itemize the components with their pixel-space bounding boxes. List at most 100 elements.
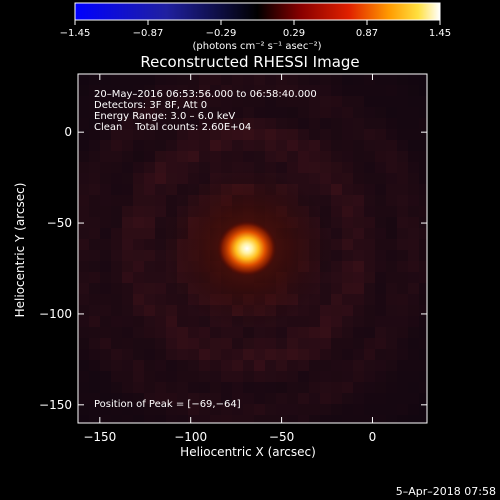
heatmap-cell	[111, 96, 122, 107]
heatmap-cell	[342, 162, 353, 173]
heatmap-cell	[133, 206, 144, 217]
heatmap-cell	[364, 294, 375, 305]
heatmap-cell	[320, 327, 331, 338]
heatmap-image	[78, 74, 427, 423]
heatmap-cell	[89, 206, 100, 217]
heatmap-cell	[199, 118, 210, 129]
heatmap-cell	[89, 338, 100, 349]
heatmap-cell	[78, 173, 89, 184]
heatmap-cell	[287, 349, 298, 360]
heatmap-cell	[122, 228, 133, 239]
heatmap-cell	[364, 140, 375, 151]
heatmap-cell	[188, 327, 199, 338]
heatmap-cell	[210, 415, 221, 423]
heatmap-cell	[309, 118, 320, 129]
heatmap-cell	[89, 107, 100, 118]
heatmap-cell	[408, 349, 419, 360]
heatmap-cell	[78, 316, 89, 327]
heatmap-cell	[419, 316, 427, 327]
heatmap-cell	[320, 107, 331, 118]
heatmap-cell	[78, 272, 89, 283]
heatmap-cell	[287, 338, 298, 349]
heatmap-cell	[199, 107, 210, 118]
heatmap-cell	[364, 360, 375, 371]
heatmap-cell	[89, 349, 100, 360]
heatmap-cell	[331, 349, 342, 360]
heatmap-cell	[89, 404, 100, 415]
heatmap-cell	[419, 151, 427, 162]
heatmap-cell	[122, 327, 133, 338]
chart-title: Reconstructed RHESSI Image	[140, 53, 359, 71]
heatmap-cell	[309, 107, 320, 118]
heatmap-cell	[298, 129, 309, 140]
heatmap-cell	[100, 74, 111, 85]
heatmap-cell	[397, 349, 408, 360]
heatmap-cell	[111, 74, 122, 85]
heatmap-cell	[353, 96, 364, 107]
heatmap-cell	[243, 393, 254, 404]
heatmap-cell	[111, 250, 122, 261]
heatmap-cell	[364, 184, 375, 195]
heatmap-cell	[210, 393, 221, 404]
heatmap-cell	[265, 382, 276, 393]
heatmap-cell	[408, 261, 419, 272]
heatmap-cell	[397, 74, 408, 85]
heatmap-cell	[276, 360, 287, 371]
heatmap-cell	[210, 404, 221, 415]
heatmap-cell	[386, 217, 397, 228]
x-axis-label: Heliocentric X (arcsec)	[180, 445, 316, 459]
heatmap-cell	[298, 316, 309, 327]
heatmap-cell	[298, 305, 309, 316]
heatmap-cell	[78, 151, 89, 162]
heatmap-cell	[320, 404, 331, 415]
heatmap-cell	[199, 371, 210, 382]
heatmap-cell	[144, 217, 155, 228]
heatmap-cell	[210, 118, 221, 129]
heatmap-cell	[144, 327, 155, 338]
heatmap-cell	[353, 371, 364, 382]
heatmap-cell	[122, 85, 133, 96]
heatmap-cell	[364, 349, 375, 360]
heatmap-cell	[100, 129, 111, 140]
heatmap-cell	[111, 195, 122, 206]
heatmap-cell	[100, 151, 111, 162]
heatmap-cell	[122, 206, 133, 217]
x-tick-label: −100	[174, 430, 207, 444]
heatmap-cell	[397, 173, 408, 184]
heatmap-cell	[375, 162, 386, 173]
heatmap-cell	[210, 371, 221, 382]
heatmap-cell	[397, 96, 408, 107]
heatmap-cell	[353, 162, 364, 173]
heatmap-cell	[122, 217, 133, 228]
heatmap-cell	[265, 74, 276, 85]
heatmap-cell	[364, 338, 375, 349]
heatmap-cell	[375, 272, 386, 283]
heatmap-cell	[298, 360, 309, 371]
heatmap-cell	[397, 415, 408, 423]
heatmap-cell	[78, 294, 89, 305]
heatmap-cell	[122, 162, 133, 173]
heatmap-cell	[397, 228, 408, 239]
heatmap-cell	[166, 349, 177, 360]
heatmap-cell	[331, 107, 342, 118]
heatmap-cell	[122, 118, 133, 129]
heatmap-cell	[166, 393, 177, 404]
heatmap-cell	[298, 371, 309, 382]
heatmap-cell	[265, 85, 276, 96]
heatmap-cell	[155, 74, 166, 85]
heatmap-cell	[287, 85, 298, 96]
heatmap-cell	[353, 195, 364, 206]
heatmap-cell	[177, 415, 188, 423]
heatmap-cell	[364, 283, 375, 294]
heatmap-cell	[320, 360, 331, 371]
heatmap-cell	[111, 228, 122, 239]
heatmap-cell	[364, 316, 375, 327]
heatmap-cell	[342, 74, 353, 85]
heatmap-cell	[89, 140, 100, 151]
heatmap-cell	[122, 371, 133, 382]
heatmap-cell	[210, 327, 221, 338]
heatmap-cell	[342, 129, 353, 140]
heatmap-cell	[199, 129, 210, 140]
heatmap-cell	[320, 140, 331, 151]
heatmap-cell	[155, 206, 166, 217]
